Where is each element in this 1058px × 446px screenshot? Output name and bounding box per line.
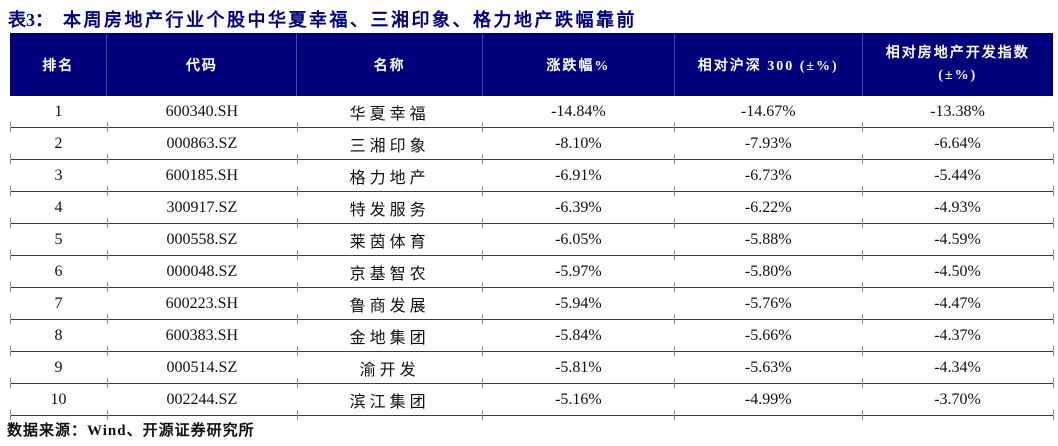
code-cell: 600185.SH <box>106 159 298 196</box>
rank-cell: 6 <box>10 255 108 292</box>
change-cell: -6.39% <box>482 191 676 228</box>
table-header: 排名 代码 名称 涨跌幅% 相对沪深 300 (±%) 相对房地产开发指数 (±… <box>10 33 1053 96</box>
rel-hs300-cell: -5.63% <box>674 351 863 388</box>
rel-index-cell: -13.38% <box>862 96 1054 132</box>
rel-hs300-cell: -5.76% <box>674 287 863 324</box>
rel-index-cell: -4.47% <box>862 287 1054 324</box>
change-cell: -5.84% <box>482 319 676 356</box>
rel-index-cell: -5.44% <box>862 159 1054 196</box>
rel-index-cell: -4.37% <box>862 319 1054 356</box>
rel-hs300-cell: -4.99% <box>674 383 863 420</box>
rel-hs300-cell: -6.73% <box>674 159 863 196</box>
header-row: 排名 代码 名称 涨跌幅% 相对沪深 300 (±%) 相对房地产开发指数 (±… <box>10 33 1053 96</box>
col-header-rel-index-line1: 相对房地产开发指数 <box>885 45 1030 61</box>
rel-hs300-cell: -7.93% <box>674 127 863 164</box>
col-header-code: 代码 <box>106 33 297 96</box>
table-row: 2 000863.SZ 三湘印象 -8.10% -7.93% -6.64% <box>10 127 1054 164</box>
name-cell: 京基智农 <box>296 255 484 292</box>
rank-cell: 1 <box>10 96 108 132</box>
rel-index-cell: -4.34% <box>862 351 1054 388</box>
rel-index-cell: -4.50% <box>862 255 1054 292</box>
name-cell: 鲁商发展 <box>296 287 484 324</box>
code-cell: 002244.SZ <box>106 383 298 420</box>
table-number: 表3： <box>8 10 53 30</box>
data-source: 数据来源：Wind、开源证券研究所 <box>7 423 255 439</box>
table-title: 表3： 本周房地产行业个股中华夏幸福、三湘印象、格力地产跌幅靠前 <box>8 6 637 32</box>
rel-index-cell: -6.64% <box>862 127 1054 164</box>
col-header-change: 涨跌幅% <box>481 33 675 96</box>
change-cell: -5.81% <box>482 351 676 388</box>
change-cell: -8.10% <box>482 127 676 164</box>
code-cell: 300917.SZ <box>106 191 298 228</box>
change-cell: -14.84% <box>482 96 676 132</box>
table-title-text: 本周房地产行业个股中华夏幸福、三湘印象、格力地产跌幅靠前 <box>63 10 637 30</box>
rel-index-cell: -3.70% <box>862 383 1054 420</box>
stock-decline-table: 排名 代码 名称 涨跌幅% 相对沪深 300 (±%) 相对房地产开发指数 (±… <box>10 33 1054 420</box>
name-cell: 莱茵体育 <box>296 223 484 260</box>
code-cell: 600340.SH <box>106 96 298 132</box>
rel-hs300-cell: -6.22% <box>674 191 863 228</box>
change-cell: -5.16% <box>482 383 676 420</box>
col-header-rel-hs300: 相对沪深 300 (±%) <box>673 33 863 96</box>
table-row: 6 000048.SZ 京基智农 -5.97% -5.80% -4.50% <box>10 255 1054 292</box>
change-cell: -5.94% <box>482 287 676 324</box>
code-cell: 000514.SZ <box>106 351 298 388</box>
rel-index-cell: -4.93% <box>862 191 1054 228</box>
name-cell: 滨江集团 <box>296 383 484 420</box>
rank-cell: 3 <box>10 159 108 196</box>
rank-cell: 7 <box>10 287 108 324</box>
col-header-name: 名称 <box>296 33 483 96</box>
table-row: 1 600340.SH 华夏幸福 -14.84% -14.67% -13.38% <box>10 96 1054 132</box>
table-body: 1 600340.SH 华夏幸福 -14.84% -14.67% -13.38%… <box>10 96 1054 420</box>
code-cell: 000558.SZ <box>106 223 298 260</box>
code-cell: 000863.SZ <box>106 127 298 164</box>
rank-cell: 9 <box>10 351 108 388</box>
code-cell: 600223.SH <box>106 287 298 324</box>
rank-cell: 4 <box>10 191 108 228</box>
table-row: 3 600185.SH 格力地产 -6.91% -6.73% -5.44% <box>10 159 1054 196</box>
col-header-rel-index: 相对房地产开发指数 (±%) <box>861 33 1053 96</box>
table-row: 9 000514.SZ 渝开发 -5.81% -5.63% -4.34% <box>10 351 1054 388</box>
table-row: 4 300917.SZ 特发服务 -6.39% -6.22% -4.93% <box>10 191 1054 228</box>
name-cell: 华夏幸福 <box>296 96 484 132</box>
table-row: 10 002244.SZ 滨江集团 -5.16% -4.99% -3.70% <box>10 383 1054 420</box>
change-cell: -6.05% <box>482 223 676 260</box>
rank-cell: 2 <box>10 127 108 164</box>
name-cell: 金地集团 <box>296 319 484 356</box>
col-header-rel-index-line2: (±%) <box>938 67 978 83</box>
table-row: 7 600223.SH 鲁商发展 -5.94% -5.76% -4.47% <box>10 287 1054 324</box>
change-cell: -5.97% <box>482 255 676 292</box>
rel-index-cell: -4.59% <box>862 223 1054 260</box>
table-row: 8 600383.SH 金地集团 -5.84% -5.66% -4.37% <box>10 319 1054 356</box>
name-cell: 渝开发 <box>296 351 484 388</box>
rel-hs300-cell: -5.88% <box>674 223 863 260</box>
change-cell: -6.91% <box>482 159 676 196</box>
code-cell: 600383.SH <box>106 319 298 356</box>
rel-hs300-cell: -5.66% <box>674 319 863 356</box>
table-row: 5 000558.SZ 莱茵体育 -6.05% -5.88% -4.59% <box>10 223 1054 260</box>
name-cell: 三湘印象 <box>296 127 484 164</box>
code-cell: 000048.SZ <box>106 255 298 292</box>
rank-cell: 5 <box>10 223 108 260</box>
rel-hs300-cell: -14.67% <box>674 96 863 132</box>
col-header-rank: 排名 <box>10 33 107 96</box>
rank-cell: 8 <box>10 319 108 356</box>
rel-hs300-cell: -5.80% <box>674 255 863 292</box>
name-cell: 特发服务 <box>296 191 484 228</box>
rank-cell: 10 <box>10 383 108 420</box>
name-cell: 格力地产 <box>296 159 484 196</box>
